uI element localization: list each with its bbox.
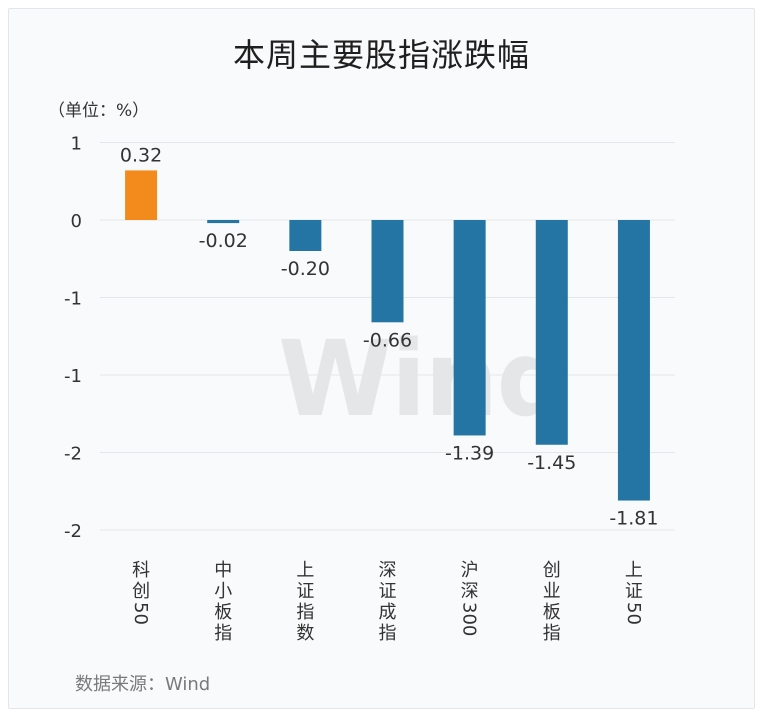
value-label: 0.32 <box>120 144 162 166</box>
bar <box>617 220 650 501</box>
y-tick-label: 1 <box>71 134 82 155</box>
bar <box>371 220 404 323</box>
svg-text:指: 指 <box>379 623 397 644</box>
svg-text:成: 成 <box>379 602 397 623</box>
svg-text:板: 板 <box>214 602 232 623</box>
svg-text:证: 证 <box>379 581 397 602</box>
svg-text:数: 数 <box>296 623 314 644</box>
bar <box>207 220 240 224</box>
y-tick-label: -1 <box>64 366 82 387</box>
y-tick-label: 0 <box>71 211 82 232</box>
svg-text:沪: 沪 <box>461 560 479 581</box>
watermark-text: Wind <box>278 318 571 440</box>
svg-text:创: 创 <box>543 560 561 581</box>
svg-text:板: 板 <box>543 602 561 623</box>
y-tick-label: -2 <box>64 521 82 542</box>
svg-text:证: 证 <box>625 581 643 602</box>
svg-text:50: 50 <box>130 602 151 625</box>
svg-text:深: 深 <box>379 560 397 581</box>
svg-text:深: 深 <box>461 581 479 602</box>
chart-title: 本周主要股指涨跌幅 <box>232 36 530 74</box>
bar <box>535 220 568 445</box>
svg-text:50: 50 <box>623 602 644 625</box>
value-label: -0.20 <box>281 258 330 280</box>
svg-text:上: 上 <box>625 560 643 581</box>
svg-text:业: 业 <box>543 581 561 602</box>
bar <box>289 220 322 251</box>
bar <box>125 170 158 220</box>
source-note: 数据来源：Wind <box>75 674 211 695</box>
svg-text:科: 科 <box>132 560 150 581</box>
svg-text:证: 证 <box>296 581 314 602</box>
svg-text:300: 300 <box>459 602 480 636</box>
svg-text:小: 小 <box>214 581 232 602</box>
svg-text:上: 上 <box>296 560 314 581</box>
value-label: -0.02 <box>199 230 248 252</box>
value-label: -0.66 <box>363 329 412 351</box>
bar <box>453 220 486 436</box>
value-label: -1.39 <box>445 442 494 464</box>
value-label: -1.81 <box>609 508 658 530</box>
svg-text:中: 中 <box>214 560 232 581</box>
y-tick-label: -1 <box>64 289 82 310</box>
y-tick-label: -2 <box>64 444 82 465</box>
svg-text:创: 创 <box>132 581 150 602</box>
value-label: -1.45 <box>527 452 576 474</box>
svg-text:指: 指 <box>214 623 232 644</box>
svg-text:指: 指 <box>296 602 314 623</box>
svg-text:指: 指 <box>543 623 561 644</box>
unit-label: （单位：%） <box>48 101 150 121</box>
